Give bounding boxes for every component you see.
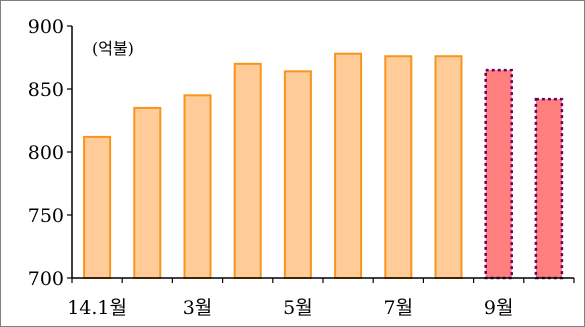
bar bbox=[283, 70, 312, 279]
y-tick-label: 800 bbox=[28, 142, 64, 164]
x-tick-label: 7월 bbox=[384, 297, 414, 319]
x-tick-label: 3월 bbox=[183, 297, 213, 319]
bar bbox=[233, 62, 262, 279]
x-tick-label: 9월 bbox=[484, 297, 514, 319]
y-tick-label: 850 bbox=[28, 79, 64, 101]
bar bbox=[83, 135, 112, 279]
bar bbox=[183, 94, 212, 279]
bar bbox=[434, 55, 463, 279]
y-ticks-group: 700 750 800 850 900 bbox=[28, 16, 72, 290]
bar bbox=[384, 55, 413, 279]
y-tick-label: 700 bbox=[28, 268, 64, 290]
y-tick-label: 750 bbox=[28, 205, 64, 227]
unit-label: (억불) bbox=[92, 39, 134, 58]
y-tick-label: 900 bbox=[28, 16, 64, 38]
bars-group bbox=[83, 52, 564, 280]
x-tick-label: 14.1월 bbox=[67, 297, 127, 319]
bar-forecast bbox=[484, 68, 513, 280]
x-tick-label: 5월 bbox=[283, 297, 313, 319]
x-ticks-group: 14.1월 3월 5월 7월 9월 bbox=[67, 278, 575, 319]
bar bbox=[133, 106, 162, 280]
bar-forecast bbox=[534, 97, 564, 280]
bar bbox=[334, 52, 363, 279]
